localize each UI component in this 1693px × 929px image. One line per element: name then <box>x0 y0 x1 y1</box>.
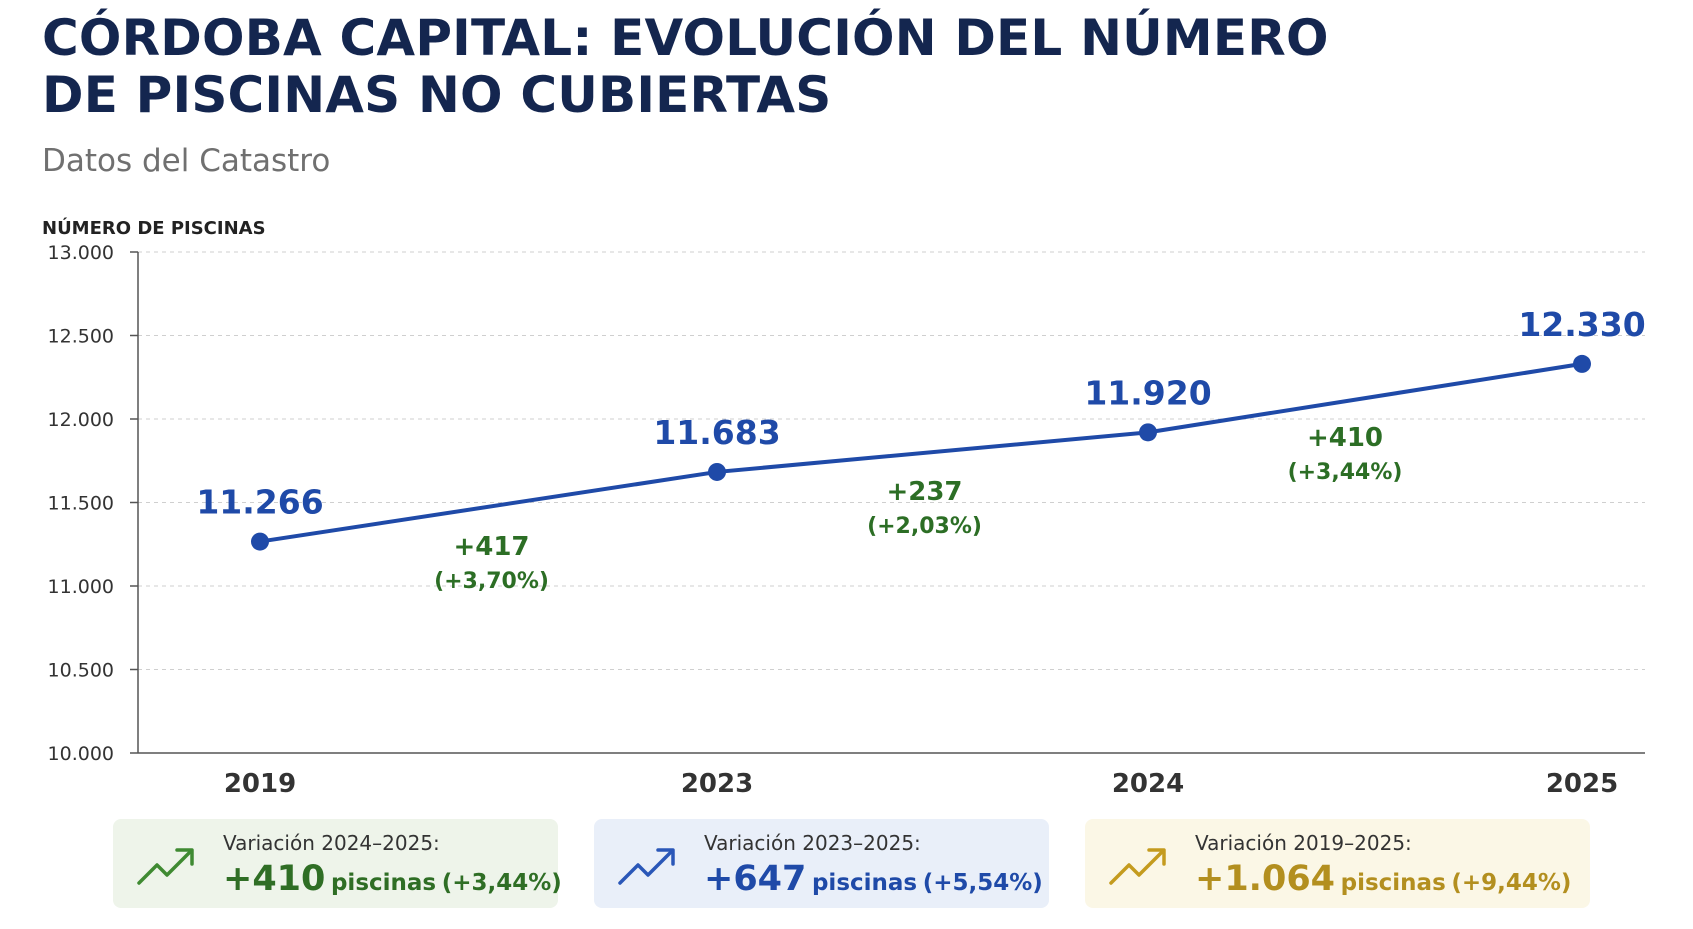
data-label: 11.920 <box>1084 373 1211 412</box>
change-value-label: +237 <box>886 477 962 507</box>
card-label: Variación 2023–2025: <box>704 831 921 855</box>
data-label: 11.683 <box>653 413 780 452</box>
card-label: Variación 2024–2025: <box>223 831 440 855</box>
y-tick-label: 12.500 <box>48 326 114 348</box>
card-value-number: +1.064 <box>1195 859 1336 899</box>
data-labels: 11.266 11.683 11.920 12.330 <box>196 305 1645 522</box>
y-tick-label: 10.500 <box>48 660 114 682</box>
data-point <box>1573 354 1591 373</box>
variation-card-2024-2025: Variación 2024–2025: +410 piscinas (+3,4… <box>113 819 562 908</box>
card-value-unit: piscinas <box>330 870 437 896</box>
data-label: 11.266 <box>196 483 323 522</box>
title-line-1: CÓRDOBA CAPITAL: EVOLUCIÓN DEL NÚMERO <box>42 9 1329 67</box>
data-point <box>251 532 269 551</box>
card-value-pct: (+3,44%) <box>441 870 562 896</box>
trend-up-icon <box>1109 848 1166 885</box>
x-tick-label: 2019 <box>224 769 296 799</box>
page-subtitle: Datos del Catastro <box>42 143 331 179</box>
data-point <box>708 462 726 481</box>
card-value-unit: piscinas <box>811 870 918 896</box>
y-tick-label: 10.000 <box>48 743 114 765</box>
card-label: Variación 2019–2025: <box>1195 831 1412 855</box>
change-percent-label: (+3,70%) <box>434 569 549 594</box>
y-axis-ticks: 10.000 10.500 11.000 11.500 12.000 12.500 13.0… <box>48 242 138 765</box>
axes <box>137 252 1645 754</box>
change-annotations: +417 (+3,70%) +237 (+2,03%) +410 (+3,44%) <box>434 423 1402 594</box>
card-value-number: +410 <box>223 859 326 899</box>
card-value: +410 piscinas (+3,44%) <box>223 859 562 899</box>
card-value-pct: (+5,54%) <box>922 870 1043 896</box>
x-axis-ticks: 2019 2023 2024 2025 <box>224 769 1618 799</box>
change-value-label: +417 <box>453 532 529 562</box>
trend-up-icon <box>618 848 675 885</box>
trend-up-icon <box>137 848 194 885</box>
card-value-number: +647 <box>704 859 807 899</box>
series-line <box>259 361 1583 544</box>
y-tick-label: 11.500 <box>48 493 114 515</box>
x-tick-label: 2025 <box>1546 769 1618 799</box>
card-value: +1.064 piscinas (+9,44%) <box>1195 859 1571 899</box>
data-label: 12.330 <box>1518 305 1645 344</box>
variation-card-2023-2025: Variación 2023–2025: +647 piscinas (+5,5… <box>594 819 1049 908</box>
title-line-2: DE PISCINAS NO CUBIERTAS <box>42 66 832 124</box>
y-tick-label: 12.000 <box>48 409 114 431</box>
y-tick-label: 13.000 <box>48 242 114 264</box>
x-tick-label: 2023 <box>681 769 753 799</box>
data-point <box>1139 423 1157 442</box>
card-value-unit: piscinas <box>1340 870 1446 896</box>
variation-card-2019-2025: Variación 2019–2025: +1.064 piscinas (+9… <box>1085 819 1590 908</box>
line-chart: NÚMERO DE PISCINAS 10.000 10.500 11.000 11.… <box>42 217 1646 799</box>
card-value: +647 piscinas (+5,54%) <box>704 859 1043 899</box>
x-tick-label: 2024 <box>1112 769 1184 799</box>
change-percent-label: (+2,03%) <box>867 514 982 539</box>
card-value-pct: (+9,44%) <box>1451 870 1572 896</box>
y-tick-label: 11.000 <box>48 576 114 598</box>
grid-lines <box>138 251 1645 670</box>
y-axis-label: NÚMERO DE PISCINAS <box>42 217 266 239</box>
change-value-label: +410 <box>1307 423 1383 453</box>
change-percent-label: (+3,44%) <box>1288 460 1403 485</box>
series <box>251 354 1591 551</box>
page-title: CÓRDOBA CAPITAL: EVOLUCIÓN DEL NÚMERO DE… <box>42 10 1342 124</box>
